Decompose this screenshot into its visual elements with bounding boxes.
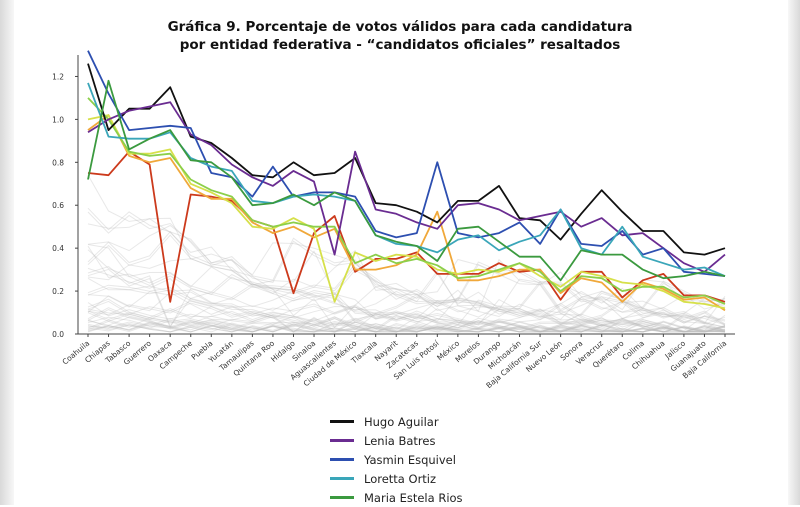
y-tick-label: 0.0: [52, 330, 64, 339]
background-line: [87, 211, 726, 313]
background-line: [87, 302, 726, 333]
legend-swatch: [330, 420, 354, 423]
legend-label: Loretta Ortiz: [364, 471, 437, 486]
background-line: [87, 234, 726, 324]
y-tick-label: 0.2: [52, 287, 64, 296]
series-line-8: [87, 97, 726, 305]
legend-item: Hugo Aguilar: [330, 412, 530, 431]
background-line: [87, 291, 726, 332]
y-tick-label: 0.4: [52, 244, 64, 253]
legend-label: Lenia Batres: [364, 433, 436, 448]
background-line: [87, 316, 726, 333]
background-line: [87, 319, 726, 333]
background-line: [87, 268, 726, 329]
chart-legend: Hugo Aguilar Lenia Batres Yasmin Esquivel L…: [330, 412, 530, 507]
legend-item: Lenia Batres: [330, 431, 530, 450]
background-line: [87, 309, 726, 333]
background-line: [87, 321, 726, 333]
background-line: [87, 258, 726, 329]
series-line-maria-estela-rios: [87, 79, 726, 282]
background-line: [87, 284, 726, 330]
background-line: [87, 322, 726, 333]
background-line: [87, 277, 726, 327]
background-line: [87, 224, 726, 319]
background-line: [87, 298, 726, 333]
page-edge-right: [788, 0, 800, 505]
legend-label: Yasmin Esquivel: [364, 452, 456, 467]
background-line: [87, 319, 726, 333]
y-tick-label: 1.2: [52, 72, 64, 81]
background-line: [87, 174, 726, 315]
series-line-hugo-aguilar: [87, 63, 726, 256]
series-line-6: [87, 114, 726, 312]
background-line: [87, 310, 726, 333]
legend-item: Yasmin Esquivel: [330, 450, 530, 469]
background-line: [87, 307, 726, 333]
background-line: [87, 245, 726, 332]
background-line: [87, 291, 726, 333]
background-line: [87, 302, 726, 333]
y-tick-label: 1.0: [52, 115, 64, 124]
background-line: [87, 322, 726, 333]
legend-item: Maria Estela Rios: [330, 488, 530, 507]
legend-swatch: [330, 496, 354, 499]
background-line: [87, 322, 726, 333]
chart-title: Gráfica 9. Porcentaje de votos válidos p…: [167, 19, 633, 53]
background-line: [87, 287, 726, 331]
legend-label: Maria Estela Rios: [364, 490, 463, 505]
legend-swatch: [330, 458, 354, 461]
background-line: [87, 265, 726, 328]
background-line: [87, 317, 726, 333]
background-line: [87, 300, 726, 333]
y-tick-label: 0.6: [52, 201, 64, 210]
y-tick-label: 0.8: [52, 158, 64, 167]
background-line: [87, 207, 726, 313]
series-line-5: [87, 150, 726, 303]
legend-label: Hugo Aguilar: [364, 414, 439, 429]
background-line: [87, 230, 726, 324]
background-line: [87, 267, 726, 326]
series-line-loretta-ortiz: [87, 82, 726, 277]
legend-swatch: [330, 439, 354, 442]
page-edge-left: [0, 0, 14, 505]
series-line-7: [87, 114, 726, 310]
background-line: [87, 321, 726, 333]
background-line: [87, 312, 726, 333]
background-line: [87, 300, 726, 333]
background-line: [87, 323, 726, 333]
legend-swatch: [330, 477, 354, 480]
series-line-yasmin-esquivel: [87, 50, 726, 277]
background-line: [87, 218, 726, 319]
background-line: [87, 322, 726, 333]
legend-item: Loretta Ortiz: [330, 469, 530, 488]
background-line: [87, 316, 726, 333]
